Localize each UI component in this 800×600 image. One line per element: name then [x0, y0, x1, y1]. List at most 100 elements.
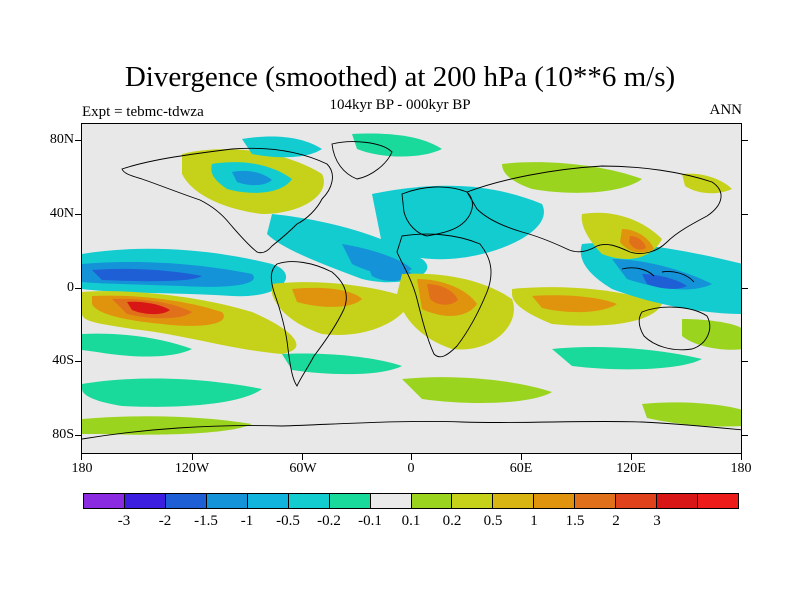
coastline-maritime: [621, 267, 695, 283]
coastline-europe: [401, 186, 473, 237]
colorbar-label: -2: [158, 513, 172, 529]
contour-region: [612, 259, 712, 290]
lat-label-40s: 40S: [52, 353, 74, 368]
lat-tick: [742, 288, 748, 289]
contour-region: [82, 333, 192, 357]
plot-title: Divergence (smoothed) at 200 hPa (10**6 …: [124, 61, 676, 93]
lat-label-40n: 40N: [49, 206, 74, 221]
colorbar-label: 2: [612, 513, 620, 529]
coastline-australia: [638, 306, 711, 351]
coastline-africa: [396, 233, 492, 358]
colorbar-swatch: [247, 494, 289, 508]
lon-tick: [631, 454, 632, 460]
lon-tick: [192, 454, 193, 460]
coastline-north-america: [121, 147, 333, 254]
lon-label-0: 0: [407, 461, 415, 476]
divergence-map: [82, 124, 741, 453]
lat-tick: [742, 214, 748, 215]
coastline-greenland: [331, 141, 393, 180]
colorbar-label: -1: [240, 513, 254, 529]
contour-field: [82, 133, 741, 435]
contour-region: [232, 170, 272, 186]
colorbar-swatch: [370, 494, 412, 508]
colorbar-label: -0.1: [358, 513, 382, 529]
colorbar-swatch: [124, 494, 166, 508]
lon-label-180e: 180: [730, 461, 752, 476]
colorbar-label: -0.5: [276, 513, 300, 529]
colorbar-swatch: [698, 494, 738, 508]
lon-tick: [411, 454, 412, 460]
lon-label-120e: 120E: [616, 461, 646, 476]
colorbar-swatch: [165, 494, 207, 508]
colorbar-label: -3: [117, 513, 131, 529]
colorbar-swatch: [452, 494, 494, 508]
lat-label-80n: 80N: [49, 132, 74, 147]
contour-region: [682, 173, 732, 194]
colorbar-label: 3: [653, 513, 661, 529]
lon-tick: [521, 454, 522, 460]
season-label: ANN: [709, 102, 743, 118]
contour-region: [552, 347, 702, 370]
colorbar-swatch: [575, 494, 617, 508]
lat-tick: [75, 435, 81, 436]
colorbar-swatch: [657, 494, 699, 508]
contour-region: [352, 133, 442, 157]
lon-tick: [81, 454, 82, 460]
lat-label-eq: 0: [67, 280, 74, 295]
lon-tick: [741, 454, 742, 460]
contour-region: [242, 136, 322, 158]
lat-tick: [75, 214, 81, 215]
lat-tick: [75, 140, 81, 141]
colorbar-label: 1.5: [565, 513, 585, 529]
lat-tick: [75, 288, 81, 289]
lat-tick: [742, 361, 748, 362]
contour-region: [402, 377, 552, 404]
colorbar-swatch: [206, 494, 248, 508]
coastlines: [82, 141, 741, 440]
colorbar-swatch: [616, 494, 658, 508]
contour-region: [427, 284, 458, 305]
contour-region: [642, 274, 687, 289]
lat-tick: [75, 361, 81, 362]
contour-region: [82, 416, 252, 435]
lon-label-180w: 180: [71, 461, 93, 476]
coastline-antarctica: [82, 420, 741, 440]
colorbar-swatch: [84, 494, 125, 508]
lat-label-80s: 80S: [52, 427, 74, 442]
contour-region: [292, 287, 362, 307]
contour-region: [532, 295, 617, 313]
contour-region: [82, 378, 262, 407]
lon-label-120w: 120W: [174, 461, 210, 476]
contour-region: [502, 162, 642, 193]
contour-region: [682, 319, 741, 350]
colorbar-label: 1: [530, 513, 538, 529]
colorbar-swatch: [493, 494, 535, 508]
coastline-asia: [466, 165, 722, 254]
contour-region: [367, 262, 412, 281]
colorbar: [83, 493, 739, 509]
colorbar-label: 0.1: [401, 513, 421, 529]
coastline-south-america: [270, 261, 347, 387]
colorbar-swatch: [329, 494, 371, 508]
colorbar-label: 0.5: [483, 513, 503, 529]
colorbar-swatch: [411, 494, 453, 508]
colorbar-swatch: [288, 494, 330, 508]
lon-label-60w: 60W: [289, 461, 317, 476]
colorbar-label: 0.2: [442, 513, 462, 529]
contour-region: [282, 353, 402, 375]
contour-region: [127, 301, 170, 315]
contour-region: [642, 402, 741, 427]
lat-tick: [742, 435, 748, 436]
contour-region: [92, 268, 202, 282]
experiment-label: Expt = tebmc-tdwza: [82, 104, 204, 120]
colorbar-swatch: [534, 494, 576, 508]
contour-region: [629, 236, 646, 250]
colorbar-label: -0.2: [317, 513, 341, 529]
colorbar-label: -1.5: [194, 513, 218, 529]
plot-subtitle: 104kyr BP - 000kyr BP: [329, 97, 471, 113]
map-panel: [81, 123, 742, 454]
lat-tick: [742, 140, 748, 141]
contour-region: [372, 185, 544, 260]
lon-label-60e: 60E: [509, 461, 533, 476]
lon-tick: [302, 454, 303, 460]
